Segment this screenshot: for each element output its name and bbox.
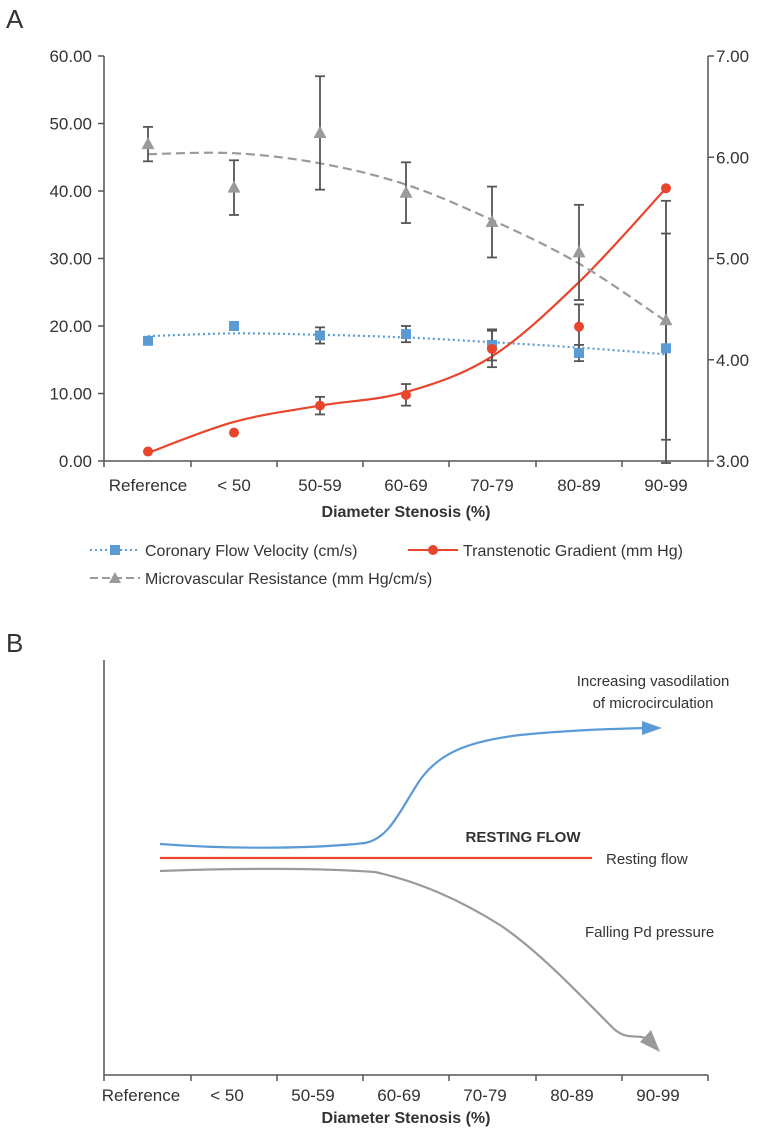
panel-a-x-axis-title: Diameter Stenosis (%) <box>322 504 491 521</box>
microvascular-resistance-point <box>572 245 586 258</box>
vasodilation-arrowhead <box>642 721 662 735</box>
legend-resistance-marker <box>109 572 121 583</box>
pressure-arrowhead <box>640 1030 660 1052</box>
x-tick-label: 90-99 <box>644 476 687 495</box>
vasodilation-curve <box>159 726 646 849</box>
transtenotic-gradient-point <box>401 389 411 400</box>
left-y-ticks: 0.00 10.00 20.00 30.00 40.00 50.00 60.00 <box>49 47 104 471</box>
vasodilation-label-line1: Increasing vasodilation <box>577 673 730 690</box>
transtenotic-gradient-point <box>229 427 239 438</box>
panel-b-x-tick-label: 50-59 <box>291 1086 334 1105</box>
microvascular-resistance-trend-line <box>147 151 667 323</box>
transtenotic-gradient-point <box>315 400 325 411</box>
x-tick-label: < 50 <box>217 476 251 495</box>
left-y-tick-label: 40.00 <box>49 182 92 201</box>
left-y-tick-label: 0.00 <box>59 452 92 471</box>
left-y-tick-label: 10.00 <box>49 385 92 404</box>
data-markers <box>141 125 673 457</box>
legend-flow-label: Coronary Flow Velocity (cm/s) <box>145 543 358 560</box>
right-y-tick-label: 7.00 <box>716 47 749 66</box>
flow-velocity-point <box>574 348 584 358</box>
right-y-ticks: 3.00 4.00 5.00 6.00 7.00 <box>708 47 749 471</box>
pressure-curve <box>159 867 651 1043</box>
microvascular-resistance-point <box>313 125 327 138</box>
transtenotic-gradient-point <box>143 446 153 457</box>
panel-b-axes <box>103 660 708 1076</box>
flow-velocity-point <box>229 321 239 331</box>
x-tick-label: 60-69 <box>384 476 427 495</box>
panel-b-letter: B <box>6 628 23 658</box>
trend-lines <box>147 151 667 454</box>
right-y-tick-label: 6.00 <box>716 148 749 167</box>
legend-gradient-marker <box>428 545 438 555</box>
legend: Coronary Flow Velocity (cm/s) Transtenot… <box>90 543 683 588</box>
transtenotic-gradient-point <box>574 321 584 332</box>
x-ticks: Reference < 50 50-59 60-69 70-79 80-89 90-99 <box>103 461 709 495</box>
flow-velocity-point <box>401 329 411 340</box>
microvascular-resistance-point <box>659 313 673 326</box>
microvascular-resistance-point <box>141 137 155 150</box>
resting-flow-title: RESTING FLOW <box>466 829 582 846</box>
x-tick-label: 70-79 <box>470 476 513 495</box>
x-tick-label: 50-59 <box>298 476 341 495</box>
legend-flow-marker <box>110 545 120 555</box>
x-tick-label: Reference <box>109 476 187 495</box>
microvascular-resistance-point <box>399 185 413 198</box>
panel-b-x-tick-label: 70-79 <box>463 1086 506 1105</box>
flow-velocity-point <box>315 330 325 341</box>
right-y-tick-label: 5.00 <box>716 250 749 269</box>
legend-gradient-label: Transtenotic Gradient (mm Hg) <box>463 543 683 560</box>
flow-velocity-point <box>143 335 153 346</box>
microvascular-resistance-point <box>227 180 241 193</box>
left-y-tick-label: 20.00 <box>49 317 92 336</box>
vasodilation-label-line2: of microcirculation <box>593 695 714 712</box>
transtenotic-gradient-trend-line <box>147 187 667 454</box>
left-y-tick-label: 30.00 <box>49 250 92 269</box>
panel-b-x-tick-label: 80-89 <box>550 1086 593 1105</box>
transtenotic-gradient-point <box>661 183 671 194</box>
panel-b-x-ticks: Reference < 50 50-59 60-69 70-79 80-89 90-99 <box>102 1075 709 1105</box>
panel-a-letter: A <box>6 4 24 34</box>
panel-b-x-axis-title: Diameter Stenosis (%) <box>322 1110 491 1127</box>
panel-b-x-tick-label: < 50 <box>210 1086 244 1105</box>
panel-b-x-tick-label: 60-69 <box>377 1086 420 1105</box>
legend-resistance-label: Microvascular Resistance (mm Hg/cm/s) <box>145 571 432 588</box>
right-y-tick-label: 4.00 <box>716 351 749 370</box>
flow-velocity-point <box>661 343 671 354</box>
resting-flow-label: Resting flow <box>606 851 688 868</box>
right-y-tick-label: 3.00 <box>716 452 749 471</box>
microvascular-resistance-point <box>485 215 499 228</box>
pressure-label: Falling Pd pressure <box>585 924 714 941</box>
left-y-tick-label: 60.00 <box>49 47 92 66</box>
left-y-tick-label: 50.00 <box>49 115 92 134</box>
transtenotic-gradient-point <box>487 343 497 354</box>
panel-b-x-tick-label: 90-99 <box>636 1086 679 1105</box>
panel-b-x-tick-label: Reference <box>102 1086 180 1105</box>
x-tick-label: 80-89 <box>557 476 600 495</box>
